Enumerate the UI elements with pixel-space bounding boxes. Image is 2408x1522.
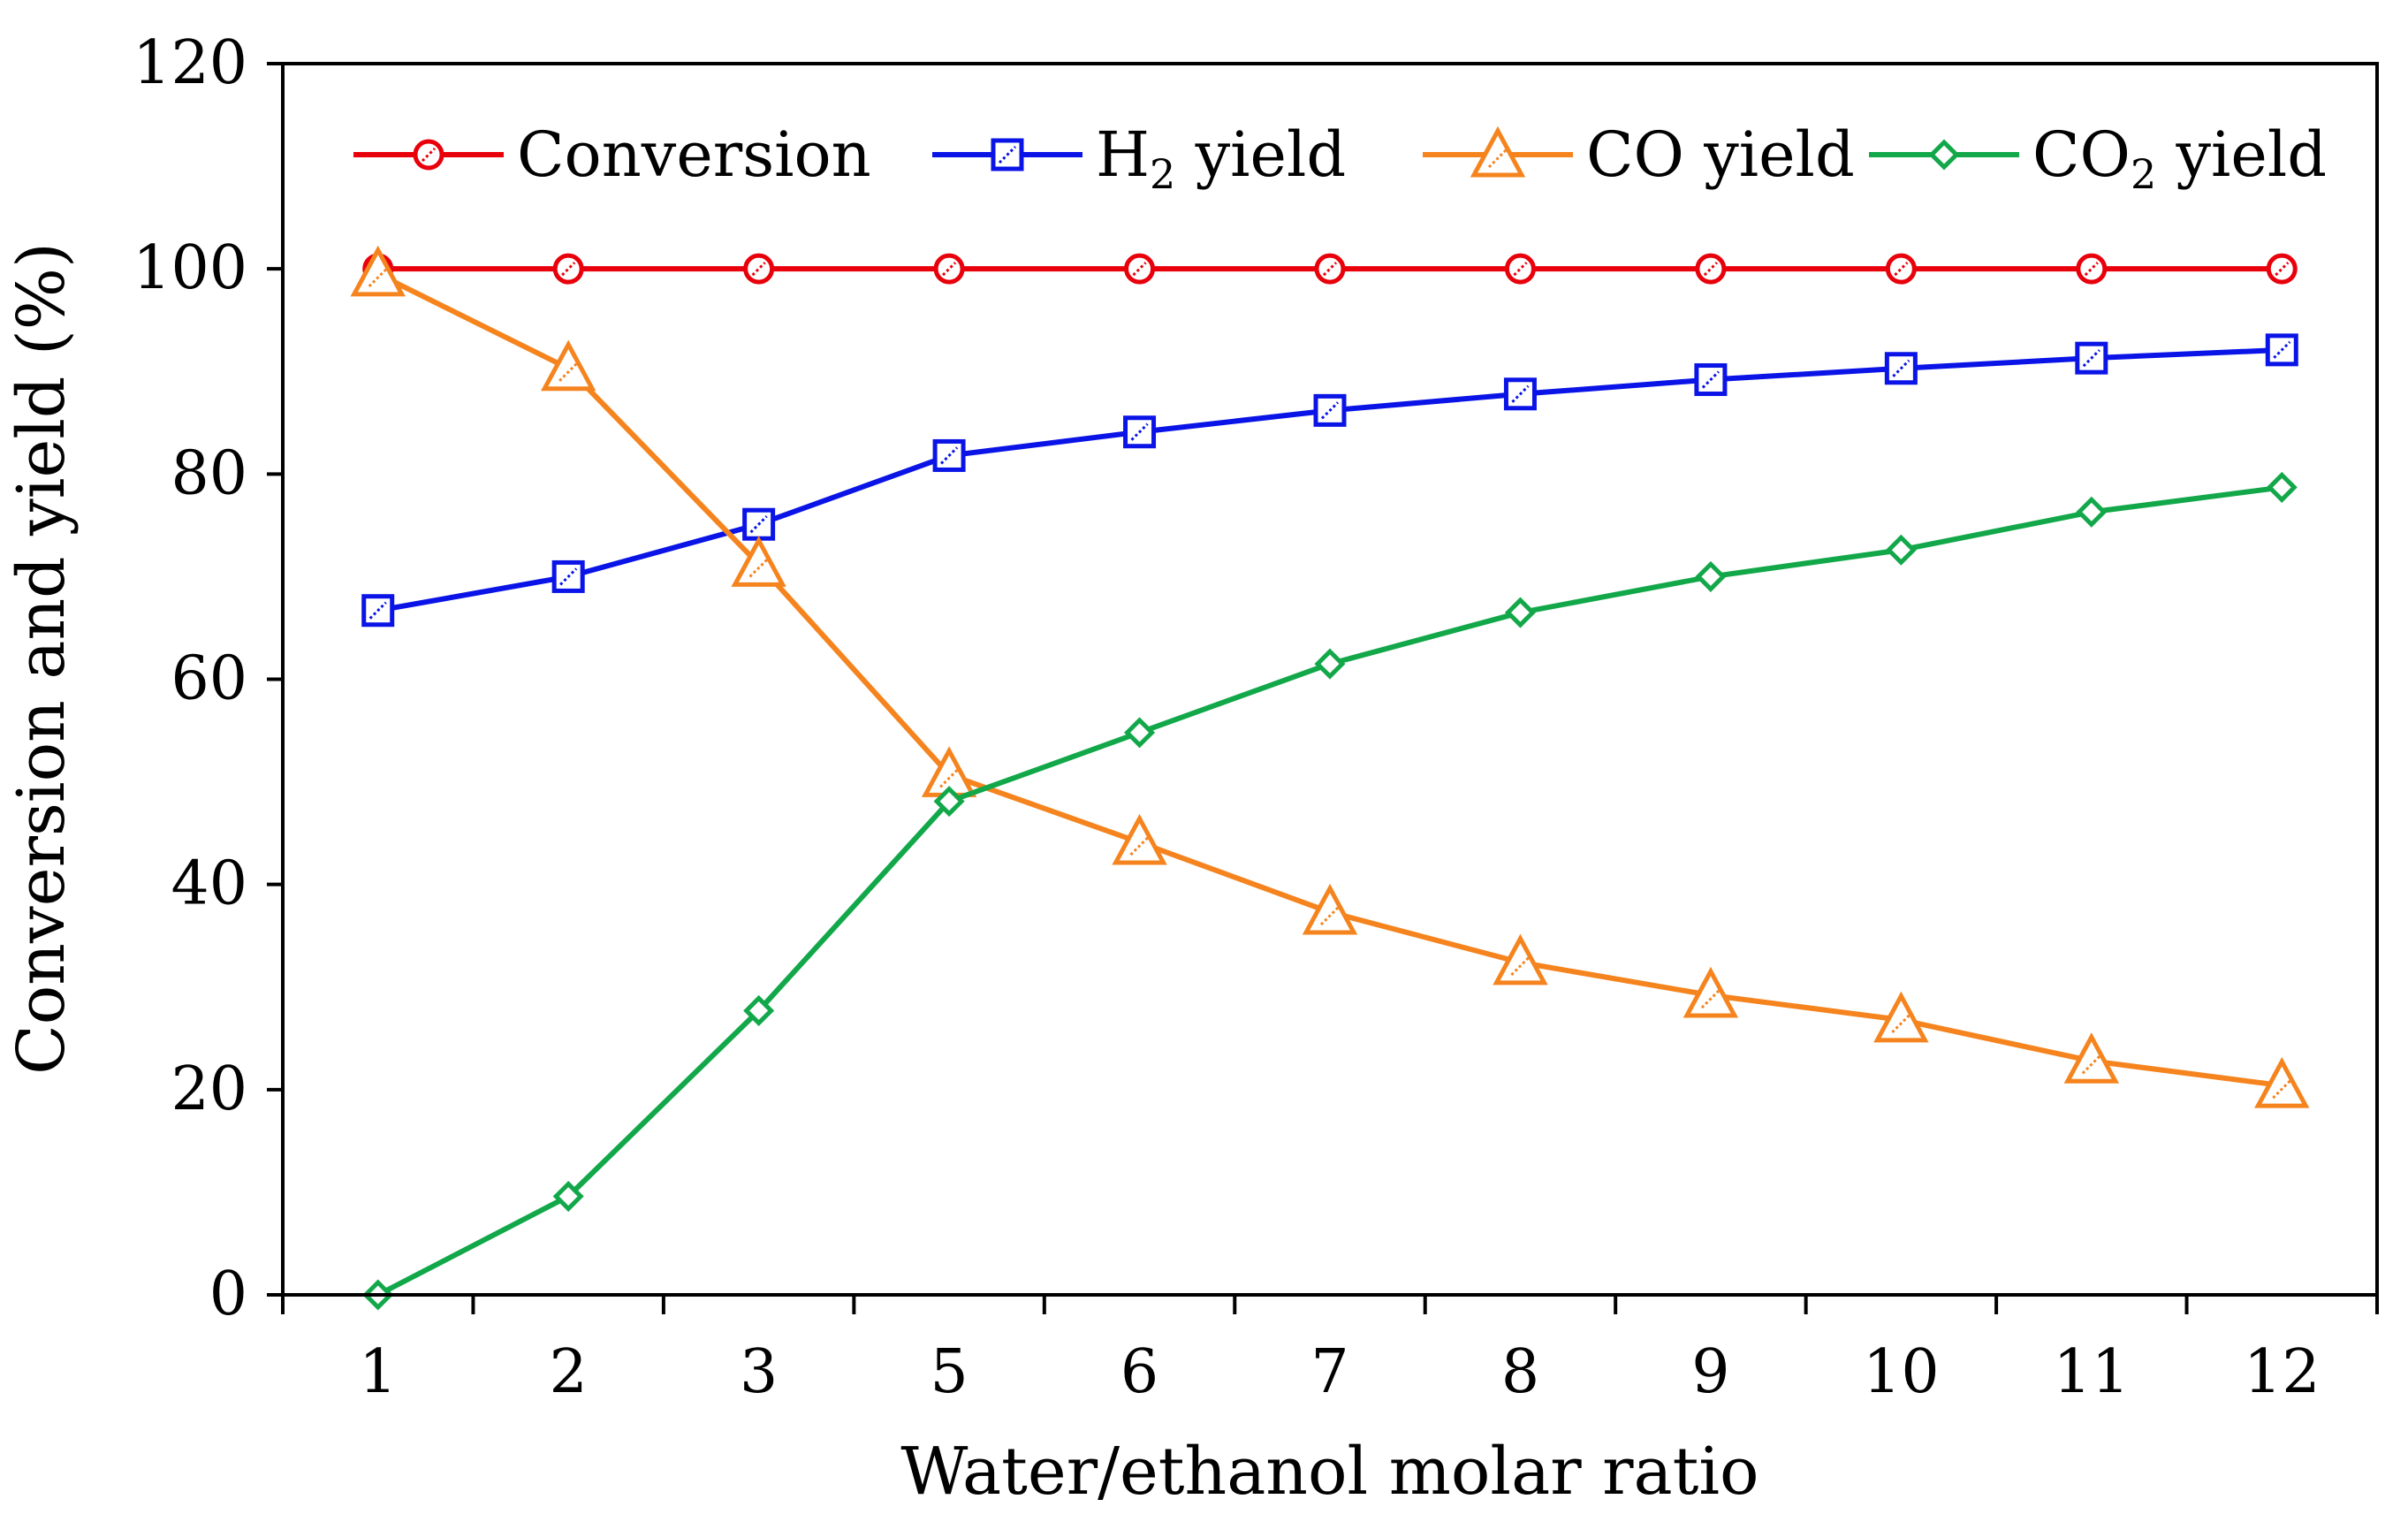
data-point (2063, 1032, 2120, 1084)
data-point-hatch (1510, 955, 1531, 976)
legend: Conversion H2 yield CO yield CO2 yield (353, 118, 2327, 198)
legend-swatch-marker-hatch (998, 145, 1017, 164)
y-tick-label: 0 (209, 1259, 247, 1329)
data-point (1503, 377, 1537, 411)
data-point-hatch (1891, 1013, 1911, 1033)
data-point-hatch (748, 558, 769, 578)
data-point-hatch (939, 768, 960, 788)
series-co2-yield (362, 471, 2298, 1311)
x-axis-title: Water/ethanol molar ratio (900, 1434, 1759, 1510)
data-point-hatch (2082, 349, 2100, 368)
data-point (1124, 717, 1156, 749)
data-point (540, 339, 596, 392)
y-tick-label: 40 (171, 849, 247, 919)
legend-label: Conversion (517, 118, 871, 191)
legend-label: H2 yield (1096, 118, 1346, 198)
x-tick-label: 1 (359, 1337, 397, 1407)
y-tick-label: 120 (133, 28, 247, 98)
legend-label: CO2 yield (2032, 118, 2327, 198)
y-tick-label: 20 (171, 1054, 247, 1124)
data-point-hatch (2081, 1054, 2101, 1075)
y-axis-title: Conversion and yield (%) (4, 242, 80, 1075)
data-point-hatch (559, 567, 578, 586)
data-point (552, 253, 584, 285)
x-tick-label: 3 (740, 1337, 778, 1407)
data-point-hatch (1130, 422, 1149, 441)
data-point (350, 245, 406, 297)
data-point (933, 253, 965, 285)
data-point (1314, 253, 1346, 285)
x-tick-label: 11 (2054, 1337, 2131, 1407)
x-tick-label: 8 (1501, 1337, 1539, 1407)
data-point (731, 536, 786, 587)
x-tick-label: 2 (550, 1337, 588, 1407)
data-point (1504, 253, 1536, 285)
data-point (1885, 253, 1917, 285)
data-point (552, 1181, 584, 1213)
data-point-hatch (1892, 359, 1910, 377)
legend-label: CO yield (1586, 118, 1855, 191)
data-point (1885, 534, 1917, 566)
x-tick-label: 12 (2244, 1337, 2321, 1407)
data-point (1695, 253, 1727, 285)
legend-item: Conversion (353, 118, 871, 191)
data-point (1493, 933, 1548, 985)
data-point-hatch (1129, 836, 1150, 856)
series-layer (350, 245, 2310, 1311)
data-point (2266, 471, 2298, 503)
legend-swatch-marker-hatch (1487, 148, 1508, 169)
data-point (743, 253, 775, 285)
data-point (1314, 648, 1346, 680)
data-point (1313, 393, 1347, 427)
x-tick-label: 5 (930, 1337, 968, 1407)
data-point-hatch (1700, 988, 1721, 1009)
data-point (1124, 253, 1156, 285)
data-point (1695, 560, 1727, 592)
data-point (1112, 813, 1167, 865)
legend-item: CO yield (1423, 118, 1855, 191)
x-tick-label: 10 (1863, 1337, 1940, 1407)
y-tick-label: 80 (171, 438, 247, 508)
data-point (2076, 253, 2108, 285)
data-point-hatch (2273, 340, 2291, 359)
data-point (1302, 883, 1358, 935)
data-point (1873, 991, 1929, 1043)
legend-swatch-marker (1928, 139, 1960, 171)
legend-swatch-marker (413, 139, 444, 171)
x-tick-label: 9 (1691, 1337, 1729, 1407)
data-point-hatch (1701, 370, 1720, 389)
series-co-yield (350, 245, 2310, 1108)
y-tick-label: 100 (133, 233, 247, 303)
data-point (2076, 496, 2108, 528)
series-h2-yield (361, 333, 2298, 628)
data-point-hatch (368, 267, 388, 288)
data-point (2266, 253, 2298, 285)
data-point (1683, 966, 1739, 1018)
data-point (743, 994, 775, 1026)
data-point (1504, 597, 1536, 628)
y-tick-label: 60 (171, 644, 247, 714)
legend-swatch-marker (1470, 126, 1526, 178)
data-point (933, 786, 965, 818)
data-point-hatch (1511, 384, 1530, 403)
data-point-hatch (1319, 905, 1341, 926)
data-point-hatch (2272, 1079, 2292, 1100)
data-point-hatch (558, 361, 579, 382)
x-tick-label: 6 (1120, 1337, 1158, 1407)
legend-item: CO2 yield (1869, 118, 2327, 198)
data-point-hatch (368, 601, 387, 620)
x-tick-label: 7 (1310, 1337, 1348, 1407)
data-point (2254, 1056, 2310, 1108)
data-point-hatch (749, 515, 768, 534)
data-point (2075, 341, 2108, 375)
data-point-hatch (1320, 401, 1340, 420)
data-point (551, 559, 585, 593)
legend-item: H2 yield (932, 118, 1346, 198)
data-point-hatch (940, 446, 959, 465)
